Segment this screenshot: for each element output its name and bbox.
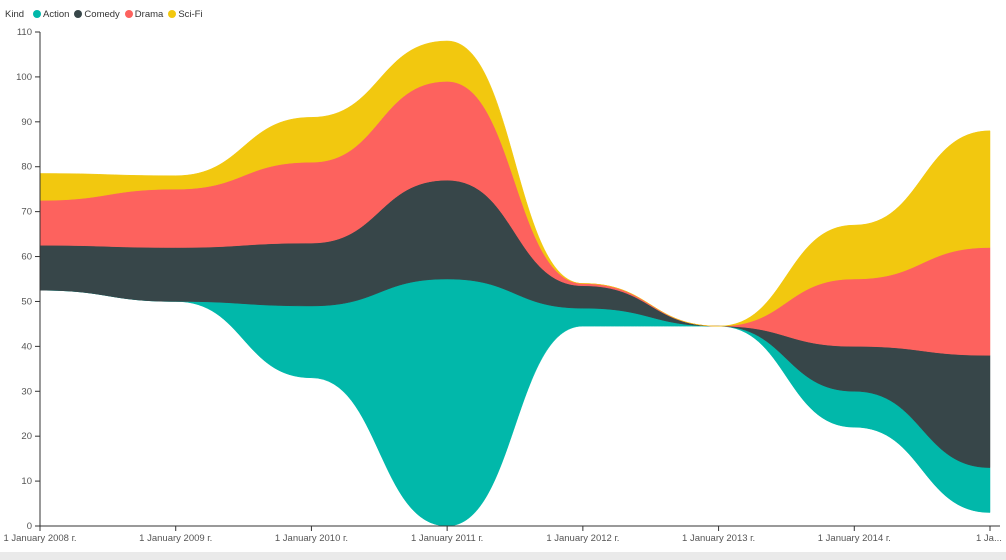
legend-marker-sci-fi	[168, 10, 177, 18]
x-tick-label: 1 January 2013 г.	[682, 533, 755, 544]
y-tick-label: 20	[21, 431, 32, 442]
legend: Kind Action Comedy Drama Sci-Fi	[5, 7, 208, 21]
y-tick-label: 40	[21, 341, 32, 352]
legend-marker-comedy	[74, 10, 83, 18]
y-tick-label: 90	[21, 117, 32, 128]
x-tick-label: 1 Ja...	[976, 533, 1002, 544]
y-tick-label: 60	[21, 252, 32, 263]
chart-axes: 0 10 20 30 40 50 60 70 80 90 100 110 1 January 2008 …	[3, 27, 1001, 544]
stream-layer-sci-fi[interactable]	[39, 40, 991, 327]
y-tick-label: 80	[21, 162, 32, 173]
x-tick-label: 1 January 2010 г.	[275, 533, 348, 544]
y-tick-label: 30	[21, 386, 32, 397]
legend-item-drama[interactable]: Drama	[124, 8, 164, 20]
y-tick-label: 70	[21, 207, 32, 218]
legend-label-action: Action	[43, 8, 70, 20]
legend-item-comedy[interactable]: Comedy	[74, 8, 120, 20]
legend-label-comedy: Comedy	[84, 8, 120, 20]
y-tick-label: 110	[17, 27, 32, 38]
legend-label-sci-fi: Sci-Fi	[178, 8, 203, 20]
legend-item-action[interactable]: Action	[33, 9, 69, 20]
y-tick-label: 0	[27, 521, 32, 532]
x-tick-label: 1 January 2012 г.	[546, 533, 619, 544]
x-tick-label: 1 January 2009 г.	[139, 533, 212, 544]
y-tick-label: 10	[21, 476, 32, 487]
stream-layers	[39, 40, 991, 527]
x-tick-label: 1 January 2008 г.	[3, 533, 76, 544]
legend-item-sci-fi[interactable]: Sci-Fi	[168, 8, 203, 20]
legend-title: Kind	[5, 8, 25, 20]
legend-label-drama: Drama	[134, 8, 164, 20]
x-tick-label: 1 January 2014 г.	[818, 533, 891, 544]
legend-marker-drama	[124, 10, 133, 18]
bottom-scroll-strip	[0, 552, 1006, 560]
y-tick-label: 50	[21, 296, 32, 307]
y-tick-label: 100	[16, 72, 32, 83]
legend-marker-action	[33, 10, 42, 18]
x-tick-label: 1 January 2011 г.	[411, 533, 483, 544]
